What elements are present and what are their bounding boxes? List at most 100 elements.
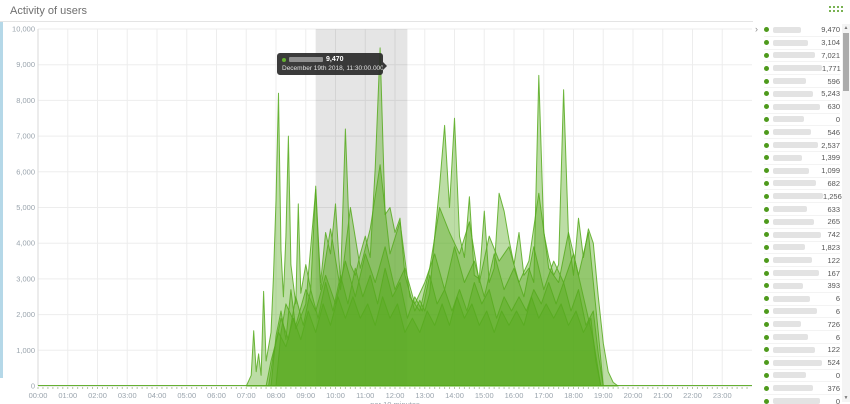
series-color-dot [764,180,769,186]
legend-value: 6 [835,294,840,304]
chart-legend: › 9,470 3,104 7,021 1,771 596 5,243 630 0 546 2,5… [753,21,850,404]
legend-label-redacted [773,90,813,97]
scrollbar-thumb[interactable] [843,33,849,91]
series-color-dot [764,129,769,135]
legend-value: 726 [827,319,840,329]
legend-label-redacted [773,65,822,72]
scroll-up-icon[interactable]: ▲ [843,25,849,31]
series-color-dot [764,219,769,225]
legend-row[interactable]: 630 [764,100,840,114]
legend-row[interactable]: 1,771 [764,62,841,76]
panel-menu-icon[interactable] [829,6,843,15]
legend-row[interactable]: 122 [764,254,840,268]
legend-label-redacted [773,26,801,33]
legend-row[interactable]: 0 [764,369,840,383]
legend-label-redacted [773,142,818,149]
legend-label-redacted [773,244,805,251]
legend-label-redacted [773,257,812,264]
legend-row[interactable]: 1,099 [764,164,840,178]
legend-value: 0 [835,396,840,404]
legend-row[interactable]: 6 [764,305,840,319]
legend-value: 7,021 [821,50,840,60]
x-tick-label: 11:00 [356,391,374,400]
series-color-dot [764,308,769,314]
legend-row[interactable]: 3,104 [764,36,840,50]
tooltip-timestamp: December 19th 2018, 11:30:00.000 [282,65,384,72]
chart-canvas[interactable]: 10,000 9,000 8,000 7,000 6,000 5,000 4,000 3,00… [0,21,753,404]
legend-value: 742 [827,230,840,240]
legend-row[interactable]: 6 [764,331,840,344]
legend-label-redacted [773,78,806,85]
series-color-dot [764,385,769,391]
legend-value: 0 [835,370,840,380]
legend-row[interactable]: 524 [764,356,840,370]
legend-row[interactable]: 596 [764,75,840,88]
legend-value: 3,104 [821,38,840,48]
legend-value: 6 [835,332,840,342]
legend-scrollbar[interactable]: ▲ ▼ [842,24,850,402]
legend-row[interactable]: 167 [764,267,840,280]
legend-rows: 9,470 3,104 7,021 1,771 596 5,243 630 0 546 2,537… [764,24,842,404]
legend-value: 5,243 [821,89,840,99]
legend-value: 2,537 [821,140,840,150]
legend-value: 1,256 [823,191,842,201]
legend-value: 1,399 [821,153,840,163]
legend-row[interactable]: 376 [764,382,840,396]
scroll-down-icon[interactable]: ▼ [843,395,849,401]
legend-row[interactable]: 5,243 [764,87,840,101]
legend-row[interactable]: 6 [764,292,840,306]
panel-title: Activity of users [10,5,88,17]
legend-value: 1,099 [821,166,840,176]
series-color-dot [764,244,769,250]
legend-row[interactable]: 265 [764,215,840,229]
x-tick-label: 22:00 [683,391,702,400]
legend-value: 1,823 [821,242,840,252]
legend-label-redacted [773,282,803,289]
x-tick-label: 17:00 [534,391,553,400]
legend-row[interactable]: 1,399 [764,151,840,165]
legend-row[interactable]: 122 [764,343,840,357]
legend-row[interactable]: 0 [764,113,840,127]
y-tick-label: 0 [31,382,35,391]
legend-value: 596 [827,76,840,86]
series-color-dot [764,347,769,353]
legend-value: 122 [827,345,840,355]
time-selection-band[interactable] [315,29,408,386]
tooltip-arrow [383,62,387,70]
tooltip-series-label-redacted [289,57,323,62]
legend-row[interactable]: 7,021 [764,49,840,63]
y-tick-label: 8,000 [16,96,35,105]
legend-label-redacted [773,231,821,238]
legend-row[interactable]: 1,256 [764,190,842,204]
legend-value: 1,771 [822,63,841,73]
x-tick-label: 10:00 [326,391,345,400]
x-tick-label: 06:00 [207,391,226,400]
legend-row[interactable]: 9,470 [764,24,840,37]
legend-row[interactable]: 633 [764,203,840,216]
legend-collapse-chevron[interactable]: › [755,24,758,34]
legend-row[interactable]: 1,823 [764,241,840,255]
series-color-dot [764,155,769,161]
x-tick-label: 13:00 [415,391,434,400]
series-color-dot [764,116,769,122]
x-tick-label: 14:00 [445,391,464,400]
x-tick-label: 07:00 [237,391,256,400]
legend-row[interactable]: 2,537 [764,139,840,152]
legend-label-redacted [773,52,815,59]
series-color-dot [764,27,769,33]
legend-row[interactable]: 0 [764,395,840,404]
x-tick-label: 05:00 [177,391,196,400]
legend-label-redacted [773,321,801,328]
x-tick-label: 19:00 [594,391,613,400]
legend-value: 682 [827,178,840,188]
legend-row[interactable]: 546 [764,126,840,140]
series-color-dot [764,104,769,110]
legend-row[interactable]: 726 [764,318,840,332]
area-chart[interactable]: 10,000 9,000 8,000 7,000 6,000 5,000 4,000 3,00… [0,21,753,404]
series-color-dot [764,360,769,366]
legend-row[interactable]: 682 [764,177,840,191]
legend-row[interactable]: 742 [764,228,840,242]
legend-row[interactable]: 393 [764,279,840,293]
legend-label-redacted [773,103,820,110]
legend-value: 630 [827,102,840,112]
